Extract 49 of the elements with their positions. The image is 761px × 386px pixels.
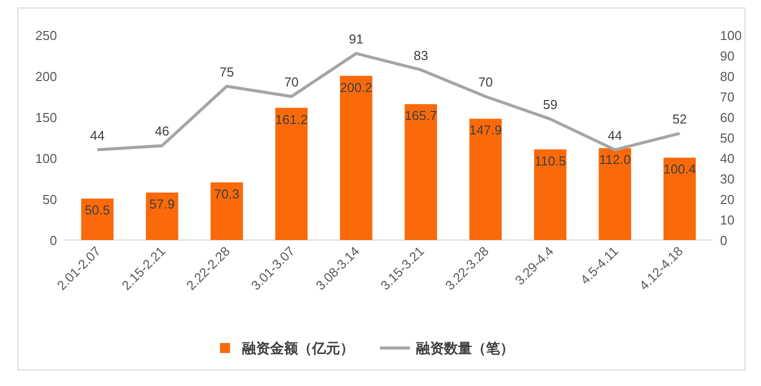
y-tick-label: 50 bbox=[42, 192, 57, 207]
data-label: 112.0 bbox=[599, 152, 631, 168]
legend-label: 融资数量（笔） bbox=[416, 340, 514, 356]
legend-label: 融资金额（亿元） bbox=[242, 340, 354, 356]
y2-tick-label: 50 bbox=[720, 130, 734, 146]
data-label: 75 bbox=[220, 64, 234, 80]
data-label: 57.9 bbox=[149, 196, 175, 212]
y-tick-label: 200 bbox=[35, 69, 57, 84]
y2-tick-label: 0 bbox=[720, 233, 728, 248]
y-tick-label: 100 bbox=[35, 151, 57, 166]
y2-tick-label: 40 bbox=[720, 151, 734, 166]
y2-tick-label: 100 bbox=[720, 28, 742, 43]
data-label: 59 bbox=[543, 97, 558, 112]
data-label: 70.3 bbox=[214, 186, 240, 202]
data-label: 165.7 bbox=[404, 108, 438, 124]
data-label: 147.9 bbox=[469, 122, 502, 138]
bar bbox=[210, 182, 243, 240]
bar bbox=[598, 148, 632, 240]
y-tick-label: 250 bbox=[35, 28, 57, 43]
data-label: 200.2 bbox=[340, 80, 372, 95]
y2-tick-label: 20 bbox=[720, 192, 734, 207]
data-label: 110.5 bbox=[534, 153, 566, 168]
bar bbox=[81, 198, 114, 240]
data-label: 46 bbox=[154, 124, 170, 139]
bar bbox=[663, 158, 696, 240]
bar bbox=[469, 118, 502, 240]
y-tick-label: 150 bbox=[35, 110, 57, 125]
bar bbox=[340, 76, 372, 240]
y2-tick-label: 70 bbox=[720, 90, 734, 104]
data-label: 44 bbox=[608, 128, 622, 143]
y2-tick-label: 80 bbox=[720, 69, 734, 84]
bar bbox=[404, 104, 438, 240]
data-label: 70 bbox=[284, 74, 299, 90]
y2-tick-label: 90 bbox=[720, 48, 734, 64]
y2-tick-label: 60 bbox=[720, 110, 734, 125]
bar bbox=[146, 192, 178, 240]
bar bbox=[534, 149, 566, 240]
data-label: 44 bbox=[90, 128, 105, 143]
data-label: 91 bbox=[348, 31, 364, 46]
data-label: 161.2 bbox=[275, 112, 308, 127]
data-label: 50.5 bbox=[84, 202, 110, 218]
data-label: 100.4 bbox=[663, 162, 696, 177]
y-tick-label: 0 bbox=[50, 233, 57, 248]
data-label: 52 bbox=[672, 111, 687, 126]
y2-tick-label: 10 bbox=[720, 212, 734, 228]
y2-tick-label: 30 bbox=[720, 172, 734, 186]
bar bbox=[275, 108, 308, 240]
data-label: 83 bbox=[414, 48, 428, 63]
data-label: 70 bbox=[478, 74, 493, 90]
